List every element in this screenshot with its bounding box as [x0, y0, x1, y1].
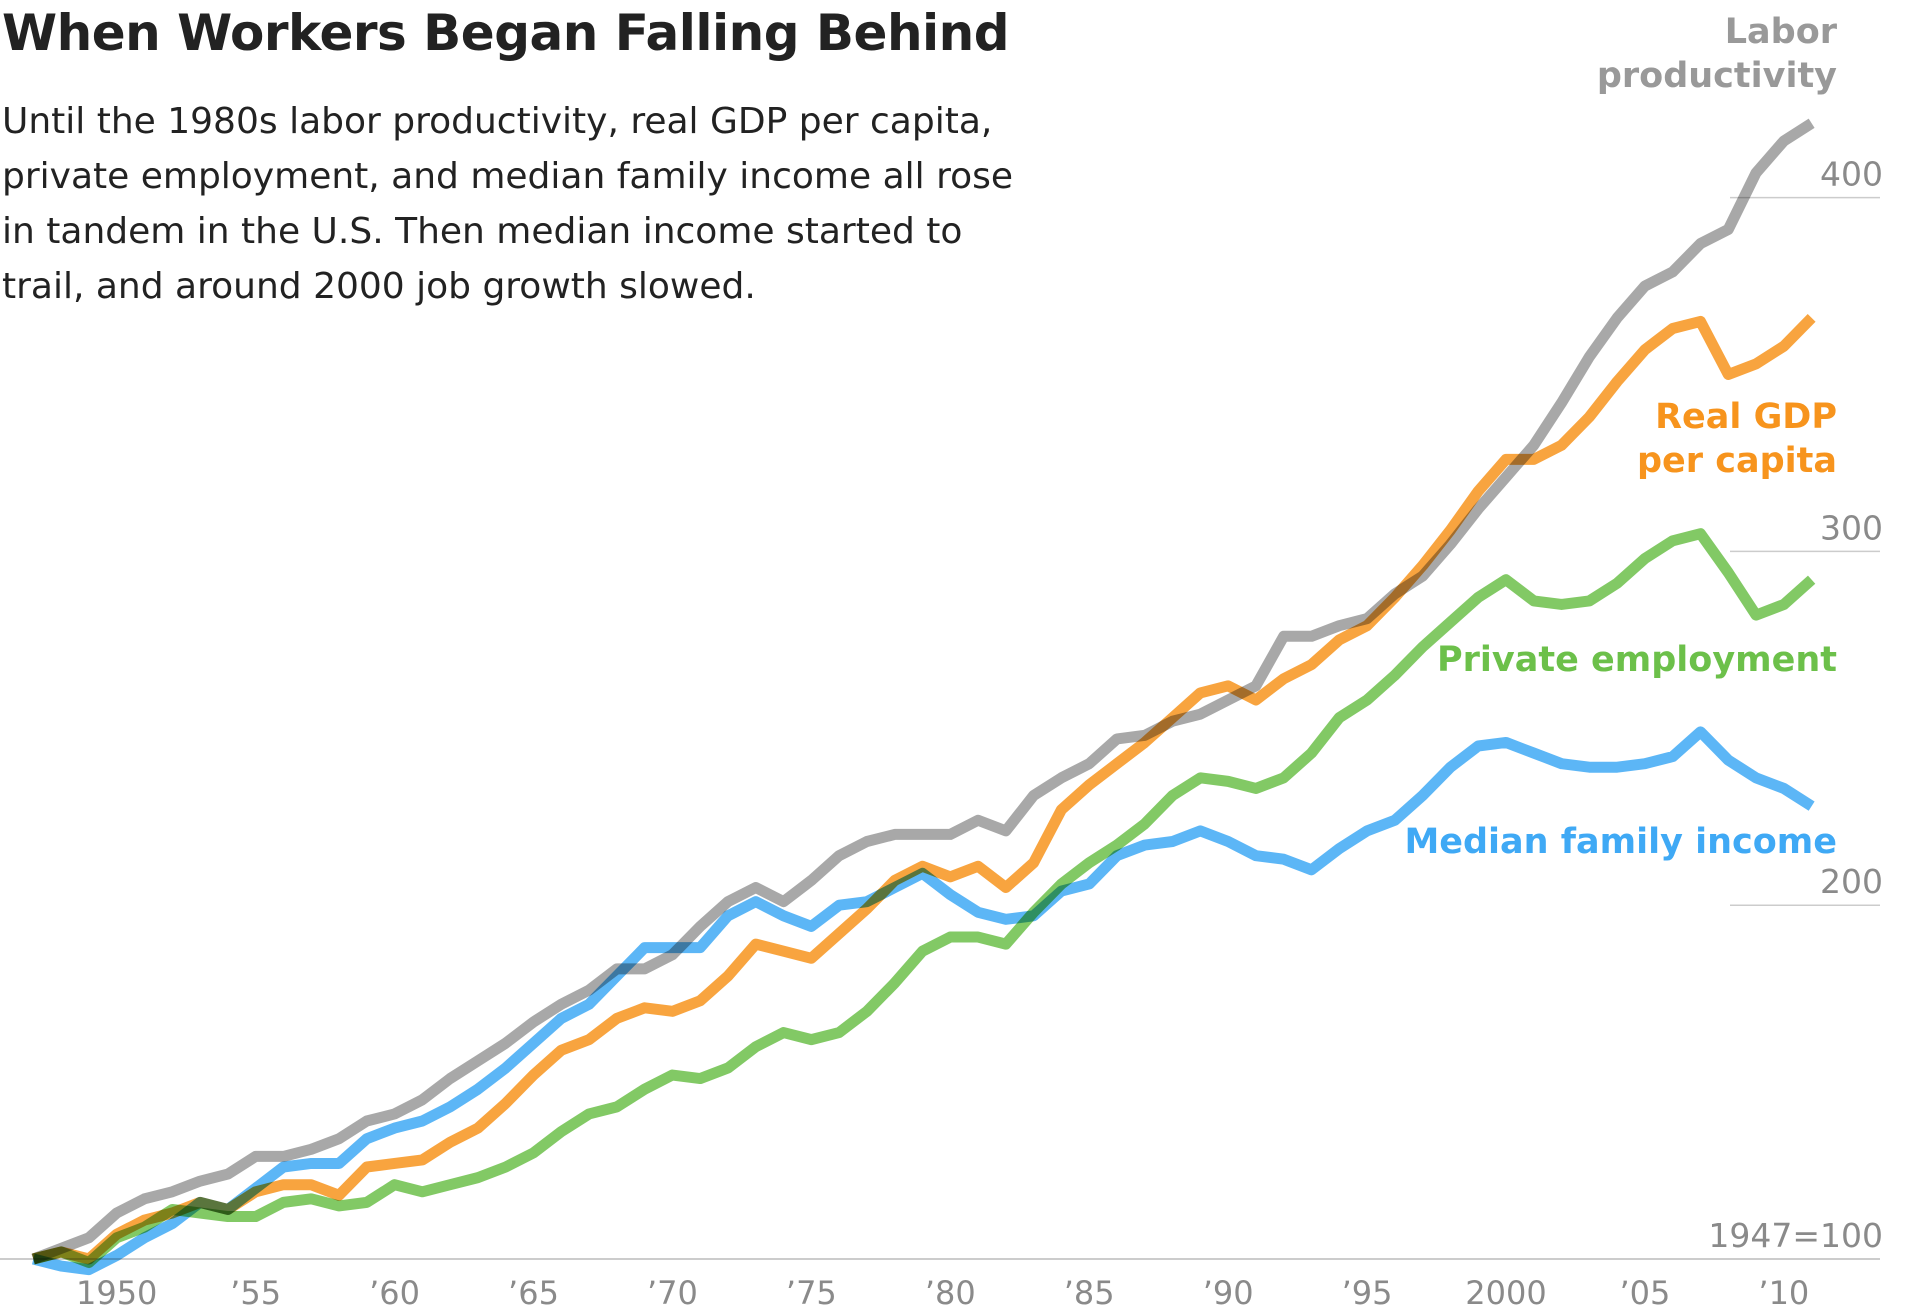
series-label: Private employment	[1437, 640, 1837, 680]
chart-title: When Workers Began Falling Behind	[2, 4, 1010, 62]
series-label: Labor productivity	[1596, 12, 1837, 96]
x-tick-label: ’75	[786, 1274, 837, 1311]
y-tick-label: 1947=100	[1708, 1216, 1883, 1255]
series-line	[31, 314, 1816, 1265]
x-tick-label: ’65	[508, 1274, 559, 1311]
y-tick-label: 200	[1820, 862, 1883, 901]
series-line	[31, 528, 1816, 1269]
chart-subtitle: Until the 1980s labor productivity, real…	[2, 101, 1014, 307]
x-tick-label: ’10	[1758, 1274, 1809, 1311]
y-tick-label: 300	[1820, 508, 1883, 547]
x-tick-label: ’70	[647, 1274, 698, 1311]
x-tick-label: 1950	[76, 1274, 157, 1311]
x-tick-label: ’05	[1619, 1274, 1670, 1311]
series-label: Real GDP per capita	[1636, 397, 1837, 481]
x-tick-label: ’60	[369, 1274, 420, 1311]
x-tick-label: ’95	[1342, 1274, 1393, 1311]
x-tick-label: ’85	[1064, 1274, 1115, 1311]
x-tick-label: ’80	[925, 1274, 976, 1311]
series-line	[31, 118, 1815, 1265]
x-tick-label: ’90	[1203, 1274, 1254, 1311]
x-tick-label: 2000	[1465, 1274, 1546, 1311]
lines	[31, 118, 1816, 1276]
series-line	[31, 726, 1815, 1276]
y-tick-label: 400	[1820, 155, 1883, 194]
x-tick-label: ’55	[230, 1274, 281, 1311]
series-label: Median family income	[1404, 822, 1837, 862]
